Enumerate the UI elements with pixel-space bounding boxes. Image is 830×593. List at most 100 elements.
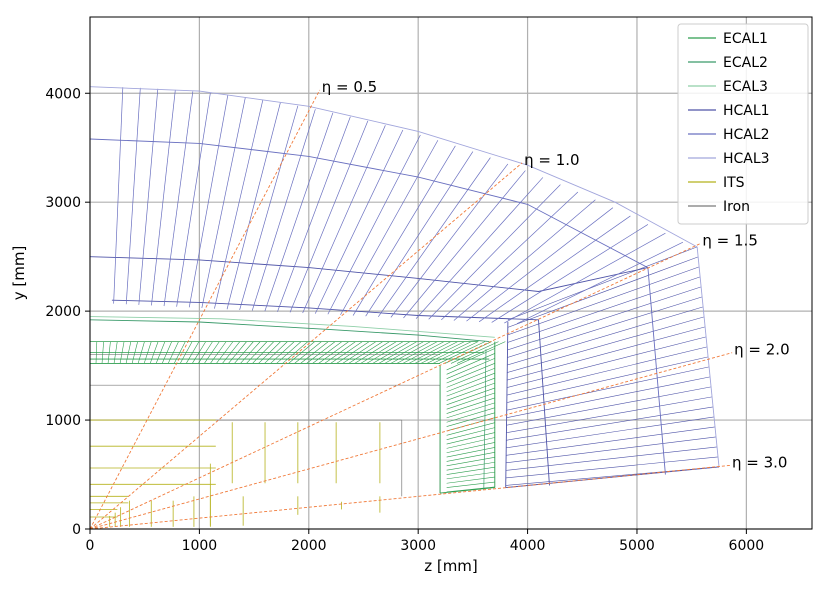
eta-label-0: η = 0.5	[322, 78, 377, 96]
x-tick-label-4: 4000	[510, 538, 546, 554]
hcal-radial-26	[441, 191, 579, 321]
ecal1-tower-55	[420, 341, 465, 364]
ecal1-endcap-tower-15	[446, 412, 495, 427]
ecal1-tower-28	[258, 341, 281, 364]
hcal-radial-15	[302, 125, 386, 314]
hcal-radial-9	[226, 102, 281, 310]
hcal1-endcap-inner	[505, 322, 509, 488]
ecal1-tower-2	[101, 341, 104, 364]
hcal-radial-2	[138, 88, 159, 305]
ecal1-endcap-tower-19	[446, 392, 495, 410]
ecal1-endcap-tower-2	[446, 476, 495, 484]
eta-label-3: η = 2.0	[734, 341, 789, 359]
ecal1-endcap-tower-9	[446, 442, 495, 454]
hcal-radial-18	[340, 140, 439, 316]
eta-label-2: η = 1.5	[702, 232, 757, 250]
ecal1-tower-39	[324, 341, 356, 364]
hcal-endcap-row-21	[507, 256, 699, 328]
hcal-endcap-row-20	[507, 266, 700, 336]
x-tick-label-3: 3000	[400, 538, 436, 554]
ecal1-tower-19	[204, 341, 220, 364]
hcal-endcap-row-17	[507, 296, 703, 358]
ecal1-tower-8	[137, 341, 145, 364]
hcal-endcap-row-16	[507, 306, 704, 366]
ecal1-tower-56	[426, 341, 472, 364]
ecal1-tower-57	[432, 341, 479, 364]
ecal1-tower-7	[131, 341, 138, 364]
hcal-radial-27	[453, 199, 596, 321]
eta-line-3	[89, 352, 733, 530]
ecal1-tower-44	[354, 341, 390, 364]
y-tick-label-1: 1000	[45, 413, 81, 429]
eta-lines: η = 0.5 η = 1.0 η = 1.5 η = 2.0 η = 3.0	[89, 78, 790, 530]
ecal1-tower-51	[396, 341, 438, 364]
ecal1-tower-23	[228, 341, 247, 364]
legend-label-5: HCAL3	[723, 151, 770, 167]
y-axis-label: y [mm]	[10, 246, 28, 301]
ecal1-tower-42	[342, 341, 377, 364]
hcal-endcap-row-13	[506, 336, 707, 388]
ecal1-tower-18	[198, 341, 213, 364]
ecal1-endcap-tower-28	[446, 348, 495, 371]
series-hcal3	[89, 86, 720, 467]
ecal1-endcap-tower-6	[446, 456, 495, 467]
ecal2-envelope	[89, 319, 490, 343]
ecal1-endcap-tower-18	[446, 397, 495, 414]
ecal1-endcap-tower-7	[446, 452, 495, 462]
hcal-endcap-row-8	[506, 386, 712, 426]
hcal-radial-8	[214, 99, 264, 309]
hcal-endcap-row-18	[507, 286, 702, 351]
hcal-radial-1	[125, 87, 141, 305]
eta-label-4: η = 3.0	[732, 453, 787, 471]
ecal1-endcap-tower-22	[446, 377, 495, 397]
ecal1-tower-47	[372, 341, 411, 364]
x-tick-label-2: 2000	[291, 538, 327, 554]
legend-label-2: ECAL3	[723, 79, 768, 95]
ecal1-tower-20	[210, 341, 227, 364]
legend-label-7: Iron	[723, 199, 750, 215]
ecal1-tower-33	[288, 341, 315, 364]
hcal-radial-22	[390, 163, 509, 318]
ecal1-tower-37	[312, 341, 343, 364]
ecal1-tower-38	[318, 341, 349, 364]
ecal1-tower-11	[155, 341, 166, 364]
ecal1-endcap-tower-4	[446, 466, 495, 475]
ecal2-endcap-edge	[483, 349, 487, 490]
ecal1-tower-1	[95, 341, 98, 364]
ecal1-endcap-tower-12	[446, 427, 495, 440]
ecal1-tower-3	[107, 341, 111, 364]
ecal1-tower-35	[300, 341, 329, 364]
ecal3-envelope	[89, 316, 495, 338]
ecal1-endcap-tower-8	[446, 447, 495, 458]
hcal-endcap-row-15	[507, 316, 705, 373]
ecal1-endcap-tower-27	[446, 353, 495, 375]
legend-label-3: HCAL1	[723, 103, 770, 119]
ecal1-endcap-tower-16	[446, 407, 495, 423]
x-tick-label-1: 1000	[182, 538, 218, 554]
legend: ECAL1 ECAL2 ECAL3 HCAL1 HCAL2 HCAL3 ITS Iron	[677, 23, 809, 225]
ecal1-tower-41	[336, 341, 370, 364]
x-axis-label: z [mm]	[424, 557, 478, 575]
y-tick-label-4: 4000	[45, 86, 81, 102]
hcal-endcap-row-11	[506, 356, 709, 403]
hcal-endcap-row-14	[507, 326, 706, 381]
hcal-radial-13	[277, 116, 351, 312]
hcal-radial-14	[289, 120, 369, 313]
ecal1-tower-58	[438, 341, 486, 364]
ecal1-endcap-tower-24	[446, 367, 495, 388]
ecal1-endcap-tower-21	[446, 382, 495, 401]
hcal-endcap-row-12	[506, 346, 708, 396]
ecal1-tower-14	[173, 341, 186, 364]
hcal-radial-20	[365, 151, 474, 317]
eta-line-1	[89, 162, 523, 530]
hcal2-barrel-arc	[89, 138, 649, 268]
hcal-endcap-row-6	[506, 406, 714, 441]
x-tick-label-0: 0	[86, 538, 95, 554]
series-ecal3	[89, 316, 495, 338]
ecal1-endcap-tower-10	[446, 437, 495, 449]
hcal-radial-31	[504, 232, 666, 324]
ecal1-tower-43	[348, 341, 383, 364]
hcal-radial-23	[403, 170, 526, 319]
ticks: 0 1000 2000 3000 4000 5000 6000 0 1000 2000 3000 40…	[45, 86, 764, 554]
ecal1-endcap-tower-5	[446, 461, 495, 471]
